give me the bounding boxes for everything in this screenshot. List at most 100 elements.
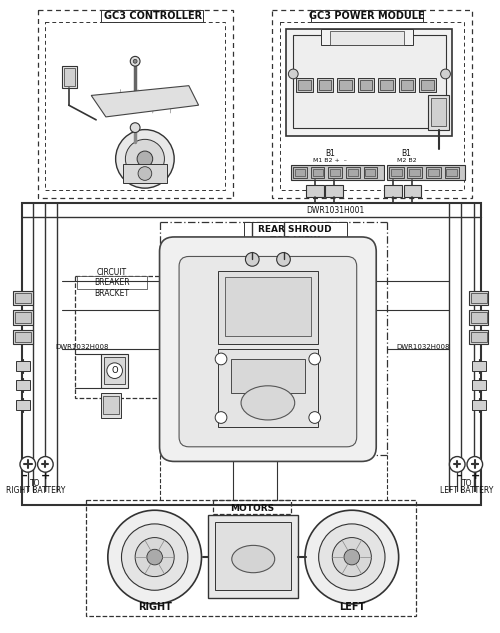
- Circle shape: [147, 549, 162, 565]
- Bar: [472, 361, 486, 371]
- Bar: [15, 312, 30, 323]
- Bar: [316, 78, 334, 92]
- Bar: [358, 78, 374, 92]
- Bar: [387, 165, 465, 180]
- Bar: [272, 9, 472, 198]
- Circle shape: [130, 56, 140, 66]
- Text: LEFT: LEFT: [338, 602, 365, 612]
- Bar: [218, 349, 318, 427]
- Bar: [364, 166, 377, 179]
- Circle shape: [20, 456, 36, 472]
- Circle shape: [309, 353, 320, 365]
- Bar: [76, 276, 147, 289]
- Text: B1: B1: [402, 149, 411, 158]
- Circle shape: [215, 411, 227, 423]
- Bar: [86, 501, 416, 616]
- Bar: [408, 166, 422, 179]
- Circle shape: [215, 353, 227, 365]
- Bar: [244, 222, 347, 247]
- Bar: [380, 80, 393, 90]
- Text: O: O: [112, 366, 118, 375]
- Ellipse shape: [232, 546, 274, 573]
- Bar: [311, 9, 423, 22]
- Bar: [318, 80, 332, 90]
- Bar: [311, 166, 324, 179]
- Bar: [469, 291, 488, 305]
- Polygon shape: [91, 85, 198, 117]
- Circle shape: [318, 524, 385, 590]
- Circle shape: [450, 456, 465, 472]
- Bar: [298, 80, 311, 90]
- Bar: [404, 185, 421, 197]
- Bar: [471, 312, 486, 323]
- Bar: [431, 98, 446, 126]
- Bar: [428, 168, 438, 177]
- Text: B1: B1: [326, 149, 336, 158]
- Bar: [13, 330, 32, 344]
- Text: TO: TO: [462, 479, 472, 489]
- FancyBboxPatch shape: [160, 237, 376, 461]
- Bar: [62, 66, 76, 87]
- Bar: [330, 168, 340, 177]
- Bar: [330, 31, 404, 45]
- Text: +: +: [40, 471, 50, 481]
- Circle shape: [440, 69, 450, 79]
- Bar: [225, 277, 311, 335]
- Bar: [103, 396, 118, 413]
- Bar: [231, 359, 305, 393]
- Bar: [421, 80, 434, 90]
- Bar: [320, 29, 414, 45]
- Bar: [326, 185, 343, 197]
- Circle shape: [305, 510, 398, 604]
- Circle shape: [133, 60, 137, 63]
- Bar: [378, 78, 395, 92]
- Bar: [208, 515, 298, 598]
- Bar: [339, 80, 352, 90]
- Bar: [306, 185, 324, 197]
- Bar: [124, 164, 168, 184]
- Circle shape: [467, 456, 482, 472]
- Bar: [101, 9, 204, 22]
- Bar: [213, 501, 292, 514]
- Bar: [294, 35, 446, 128]
- Bar: [292, 165, 384, 180]
- Bar: [391, 168, 402, 177]
- Text: –: –: [21, 471, 26, 481]
- Bar: [471, 292, 486, 303]
- Bar: [22, 203, 480, 505]
- Bar: [346, 166, 360, 179]
- Circle shape: [246, 253, 259, 266]
- Bar: [471, 332, 486, 342]
- Bar: [366, 168, 375, 177]
- Bar: [428, 96, 450, 130]
- Bar: [337, 78, 354, 92]
- Circle shape: [309, 411, 320, 423]
- Text: DWR1032H008: DWR1032H008: [55, 344, 108, 350]
- Text: MOTORS: MOTORS: [230, 504, 274, 513]
- Bar: [469, 330, 488, 344]
- Bar: [74, 276, 184, 398]
- Bar: [472, 400, 486, 410]
- Text: M1 B2 +  –: M1 B2 + –: [314, 158, 348, 163]
- Bar: [410, 168, 420, 177]
- Bar: [384, 185, 402, 197]
- Text: +: +: [471, 471, 480, 481]
- Bar: [64, 68, 74, 85]
- Bar: [400, 80, 413, 90]
- Circle shape: [138, 166, 151, 180]
- Bar: [16, 380, 30, 390]
- Bar: [13, 310, 32, 325]
- Bar: [294, 166, 307, 179]
- Circle shape: [135, 537, 174, 577]
- Bar: [313, 168, 322, 177]
- Text: REAR SHROUD
TOP VIEW: REAR SHROUD TOP VIEW: [258, 225, 332, 245]
- Bar: [296, 78, 313, 92]
- Circle shape: [107, 363, 122, 379]
- Text: RIGHT BATTERY: RIGHT BATTERY: [6, 486, 66, 495]
- Bar: [446, 168, 457, 177]
- Bar: [469, 310, 488, 325]
- Bar: [328, 166, 342, 179]
- Bar: [295, 168, 305, 177]
- Bar: [426, 166, 440, 179]
- Circle shape: [288, 69, 298, 79]
